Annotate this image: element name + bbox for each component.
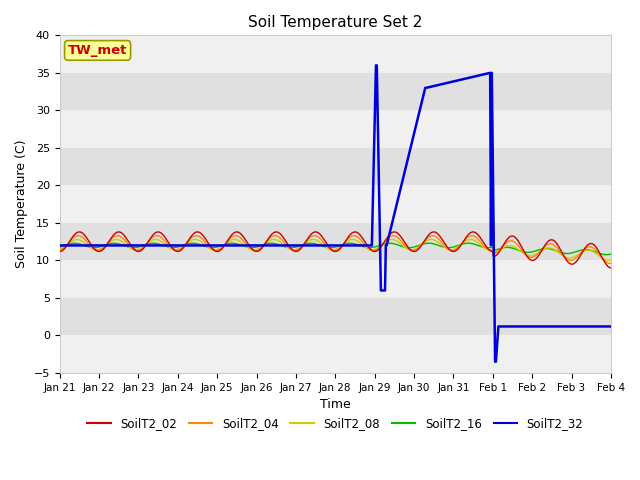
Bar: [60, 223, 611, 261]
Bar: [60, 185, 611, 223]
Bar: [60, 261, 611, 298]
Bar: [60, 148, 611, 185]
Bar: [60, 36, 611, 73]
Y-axis label: Soil Temperature (C): Soil Temperature (C): [15, 140, 28, 268]
Title: Soil Temperature Set 2: Soil Temperature Set 2: [248, 15, 422, 30]
Bar: [60, 336, 611, 373]
Bar: [60, 110, 611, 148]
Bar: [60, 73, 611, 110]
X-axis label: Time: Time: [320, 398, 351, 411]
Bar: [60, 298, 611, 336]
Text: TW_met: TW_met: [68, 44, 127, 57]
Legend: SoilT2_02, SoilT2_04, SoilT2_08, SoilT2_16, SoilT2_32: SoilT2_02, SoilT2_04, SoilT2_08, SoilT2_…: [83, 412, 588, 434]
